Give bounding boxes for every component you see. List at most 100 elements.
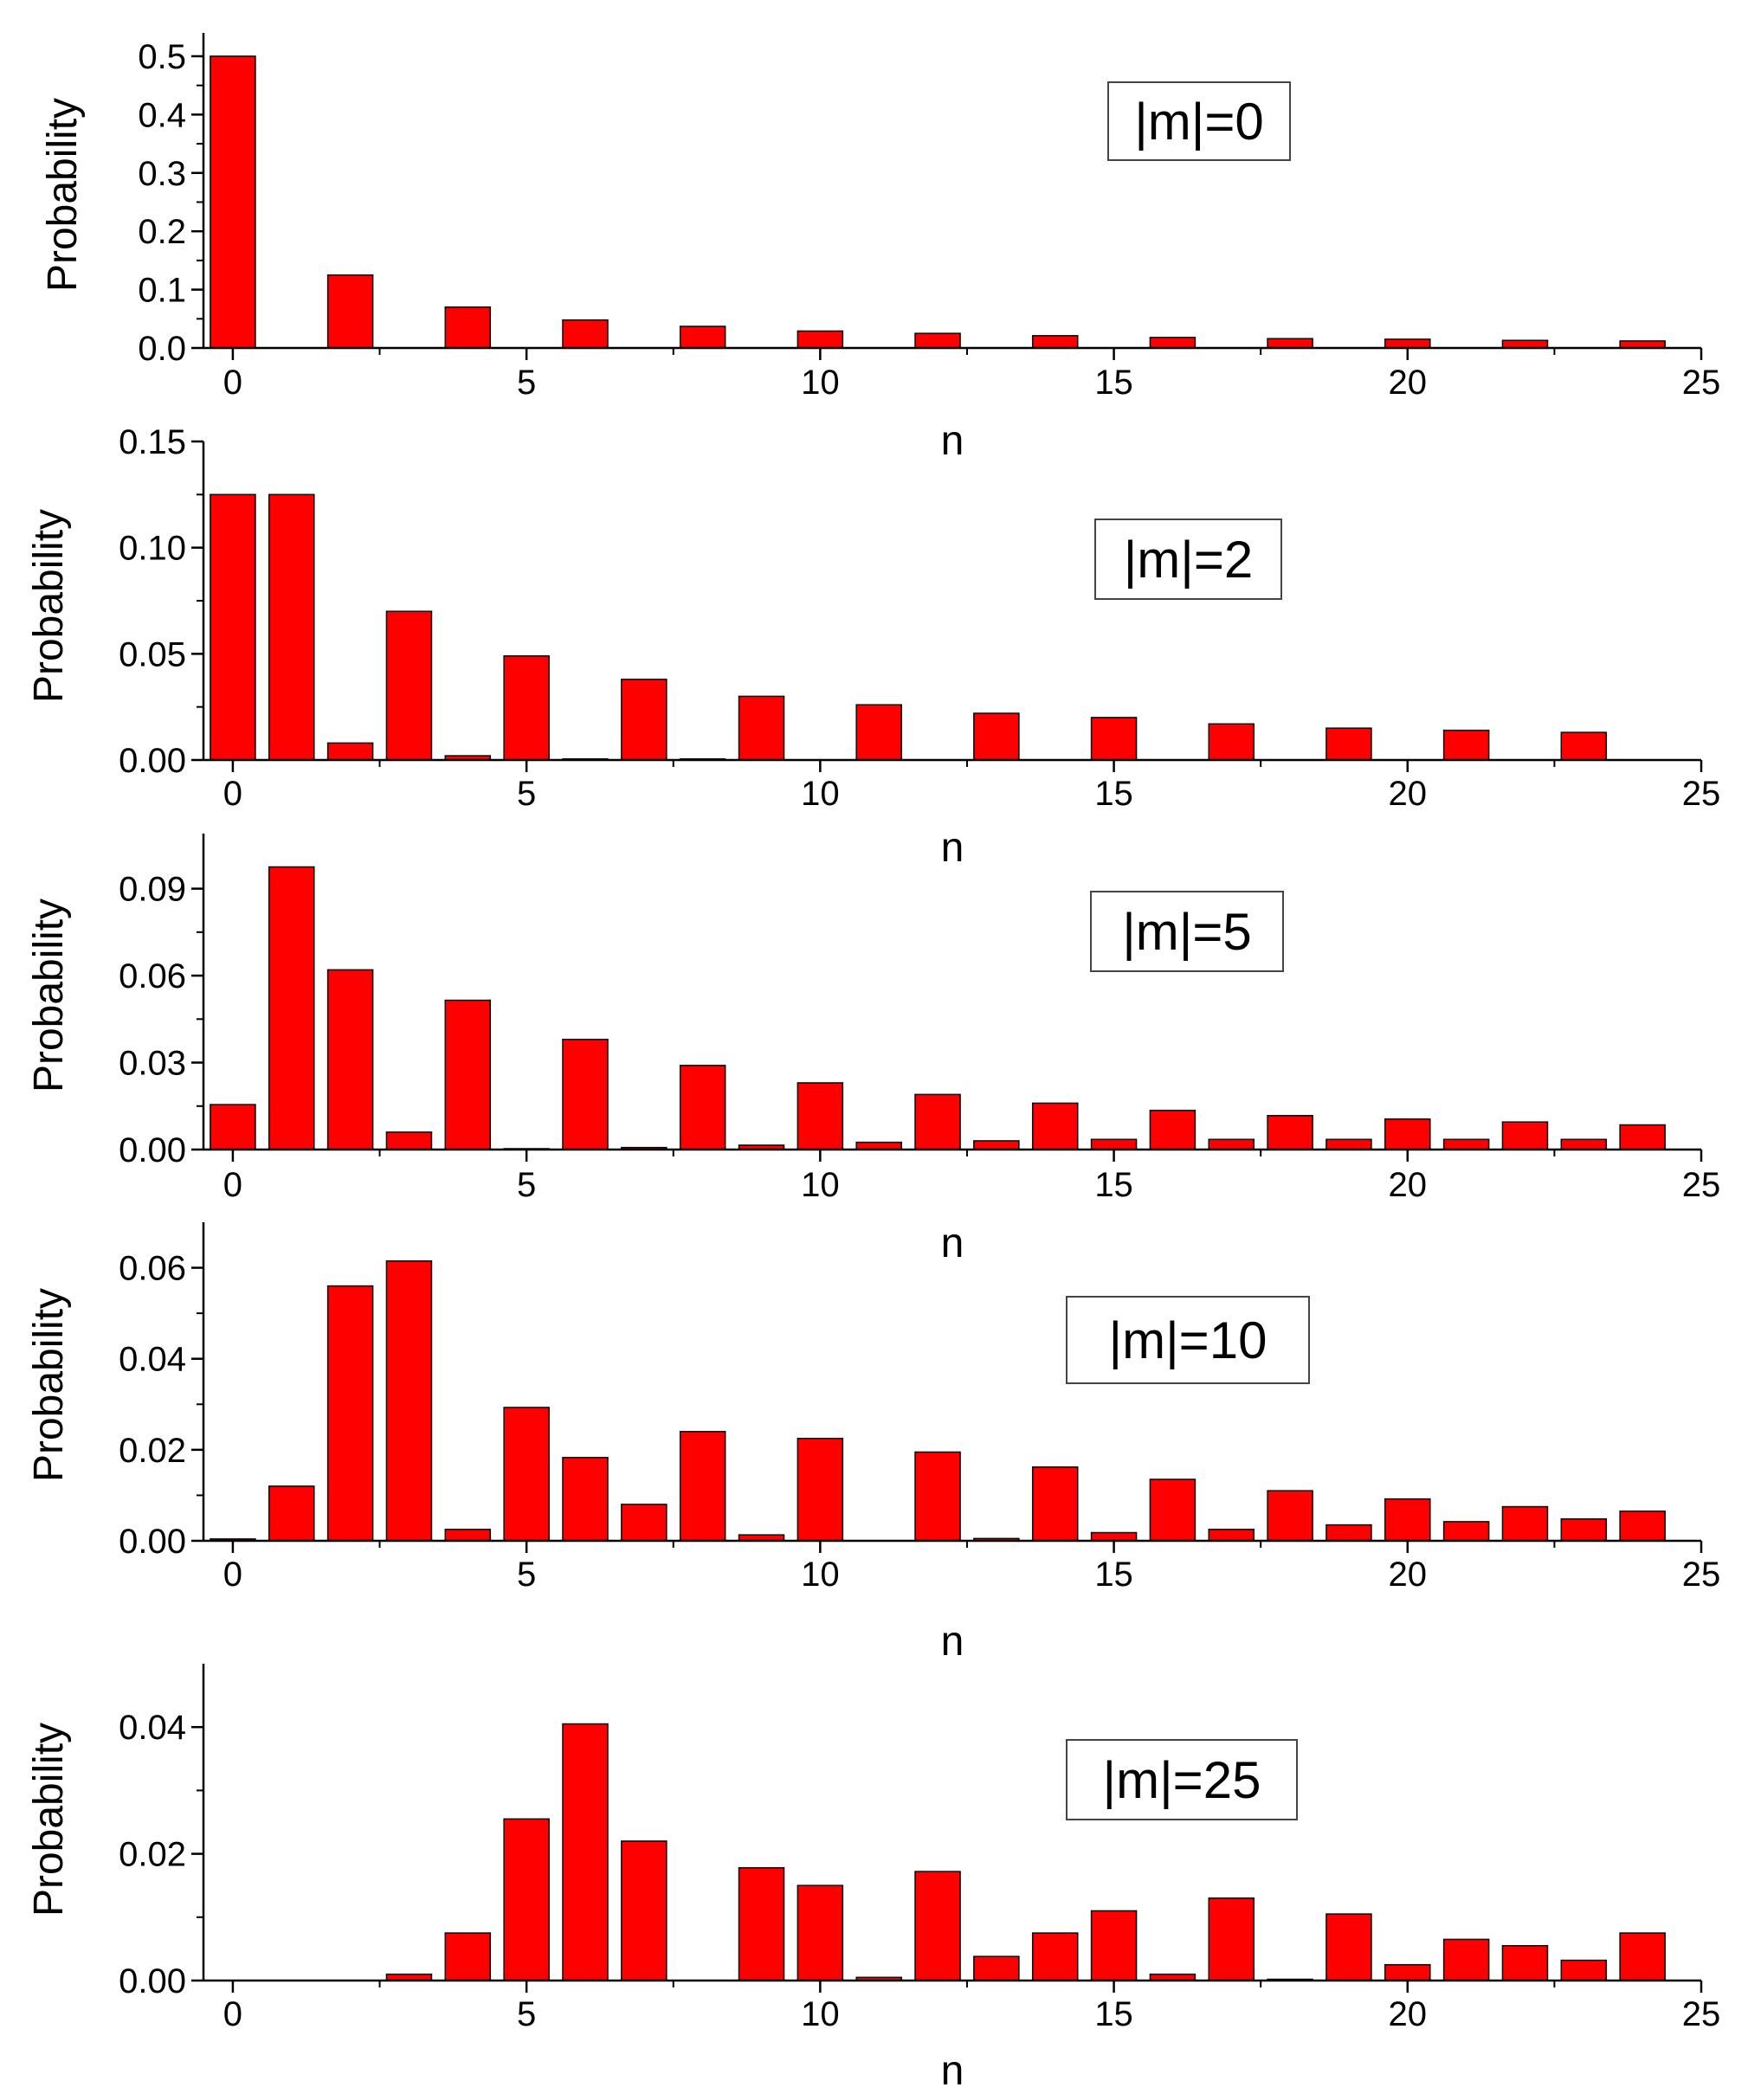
chart-panel-3: 0.00 0.02 0.04 0.06 0 5 10 15 20 25 n Probability |m… xyxy=(26,1222,1720,1665)
y-tick-label: 0.04 xyxy=(119,1709,186,1747)
bar-n2 xyxy=(326,1285,374,1542)
bar-n14 xyxy=(1031,1102,1079,1150)
bar-n18 xyxy=(1267,338,1313,349)
y-tick-label: 0.2 xyxy=(138,213,186,251)
bar-n4 xyxy=(444,999,492,1150)
bar-n16 xyxy=(1149,1478,1197,1542)
bar-n20 xyxy=(1384,1963,1431,1981)
x-tick-label: 0 xyxy=(223,1166,242,1204)
bar-n8 xyxy=(679,1065,726,1150)
legend-box xyxy=(1090,891,1284,972)
y-tick-label: 0.02 xyxy=(119,1432,186,1470)
y-tick-label: 0.06 xyxy=(119,957,186,995)
bar-n10 xyxy=(797,1082,844,1150)
bar-n17 xyxy=(1208,1138,1255,1150)
legend-label: |m|=25 xyxy=(1103,1751,1261,1809)
x-tick-label: 25 xyxy=(1682,775,1721,813)
x-tick-label: 25 xyxy=(1682,1995,1721,2033)
bar-n19 xyxy=(1326,1523,1372,1542)
bar-n23 xyxy=(1560,1518,1608,1542)
bar-n11 xyxy=(855,704,902,761)
bar-n7 xyxy=(621,679,668,761)
bar-n14 xyxy=(1031,1466,1079,1542)
bar-n9 xyxy=(738,695,785,761)
bar-n18 xyxy=(1267,1115,1313,1150)
bar-n24 xyxy=(1619,1932,1666,1981)
x-tick-label: 25 xyxy=(1682,1166,1721,1204)
y-tick-label: 0.02 xyxy=(119,1836,186,1874)
y-tick-label: 0.1 xyxy=(138,272,186,310)
y-axis-title: Probability xyxy=(26,899,72,1092)
bar-n0 xyxy=(210,1104,256,1150)
x-tick-label: 5 xyxy=(517,364,536,402)
bar-n20 xyxy=(1384,338,1431,349)
chart-panel-2: 0.00 0.03 0.06 0.09 0 5 10 15 20 25 n Probability |m… xyxy=(26,834,1720,1266)
bar-n19 xyxy=(1326,1913,1372,1981)
y-tick-label: 0.09 xyxy=(119,871,186,909)
legend-box xyxy=(1094,519,1282,600)
bar-n19 xyxy=(1326,1138,1372,1150)
bar-n12 xyxy=(914,1871,961,1981)
bar-n1 xyxy=(268,866,315,1150)
y-tick-label: 0.00 xyxy=(119,1962,186,2000)
bar-n0 xyxy=(210,493,256,761)
legend-label: |m|=10 xyxy=(1109,1311,1267,1369)
x-tick-label: 10 xyxy=(801,1995,840,2033)
bar-n11 xyxy=(855,1141,902,1150)
y-tick-label: 0.06 xyxy=(119,1250,186,1288)
bar-n3 xyxy=(385,1259,433,1542)
y-axis-title: Probability xyxy=(40,98,86,292)
bar-n17 xyxy=(1208,1897,1255,1981)
bar-n6 xyxy=(562,319,609,349)
bar-n5 xyxy=(503,1407,550,1542)
bar-n15 xyxy=(1090,717,1138,761)
x-axis-title: n xyxy=(941,2048,964,2094)
y-tick-label: 0.04 xyxy=(119,1341,186,1379)
x-tick-label: 5 xyxy=(517,1556,536,1594)
chart-panel-1: 0.00 0.05 0.10 0.15 0 5 10 15 20 25 n Probability |m… xyxy=(26,423,1720,871)
x-tick-label: 25 xyxy=(1682,364,1721,402)
y-axis-title: Probability xyxy=(26,1723,72,1916)
bar-n21 xyxy=(1442,1521,1490,1542)
legend-label: |m|=0 xyxy=(1134,93,1264,151)
bar-n24 xyxy=(1619,1124,1666,1150)
bar-n20 xyxy=(1384,1498,1431,1542)
y-tick-label: 0.00 xyxy=(119,742,186,780)
y-tick-label: 0.15 xyxy=(119,423,186,461)
bar-n13 xyxy=(973,1955,1020,1981)
y-tick-label: 0.05 xyxy=(119,635,186,673)
legend-label: |m|=5 xyxy=(1122,903,1252,961)
x-tick-label: 5 xyxy=(517,1166,536,1204)
bar-n2 xyxy=(326,274,374,349)
x-tick-label: 25 xyxy=(1682,1556,1721,1594)
bar-n3 xyxy=(385,610,433,761)
bar-n21 xyxy=(1442,1138,1490,1150)
x-tick-label: 10 xyxy=(801,1166,840,1204)
bar-n16 xyxy=(1149,337,1197,349)
bar-n14 xyxy=(1031,1932,1079,1981)
bar-n4 xyxy=(444,306,492,349)
bar-n17 xyxy=(1208,723,1255,761)
x-tick-label: 10 xyxy=(801,364,840,402)
x-tick-label: 0 xyxy=(223,1995,242,2033)
legend-label: |m|=2 xyxy=(1124,531,1254,589)
bar-n14 xyxy=(1031,335,1079,349)
y-tick-label: 0.0 xyxy=(138,330,186,368)
bar-n17 xyxy=(1208,1529,1255,1542)
bar-n10 xyxy=(797,330,844,349)
bar-n4 xyxy=(444,1529,492,1542)
bar-n1 xyxy=(268,493,315,761)
bar-n18 xyxy=(1267,1490,1313,1542)
x-tick-label: 0 xyxy=(223,775,242,813)
y-axis-title: Probability xyxy=(26,1288,72,1482)
x-tick-label: 20 xyxy=(1389,1995,1428,2033)
x-tick-label: 5 xyxy=(517,1995,536,2033)
bar-n10 xyxy=(797,1437,844,1542)
bar-n15 xyxy=(1090,1910,1138,1981)
bar-n3 xyxy=(385,1131,433,1150)
x-tick-label: 20 xyxy=(1389,1556,1428,1594)
bar-n24 xyxy=(1619,1511,1666,1542)
bar-n13 xyxy=(973,712,1020,761)
y-tick-label: 0.4 xyxy=(138,96,186,134)
